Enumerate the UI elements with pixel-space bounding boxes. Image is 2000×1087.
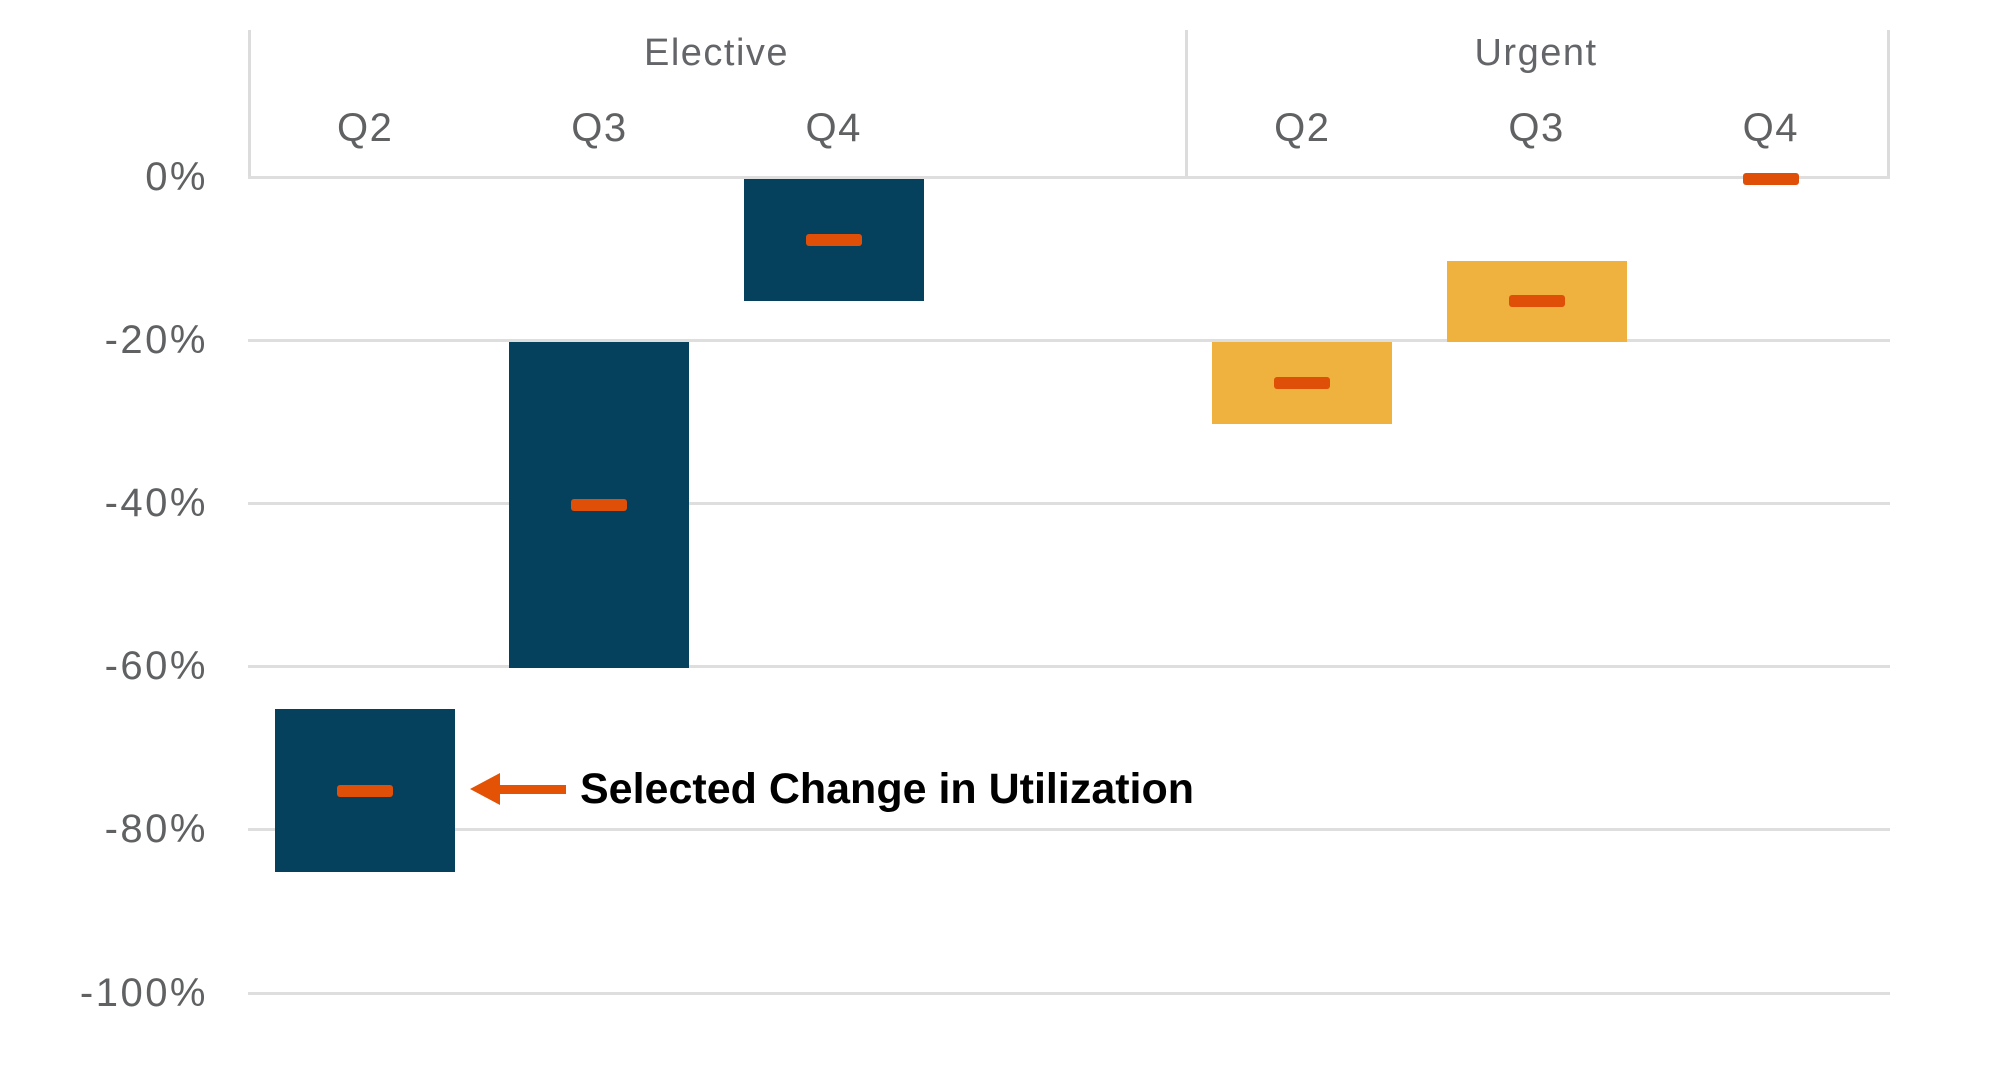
annotation-text: Selected Change in Utilization [580,764,1195,813]
annotation-callout: Selected Change in Utilization [470,757,1194,821]
header-group-divider [1185,30,1188,177]
y-tick-label: -80% [104,807,208,852]
quarter-label-urgent-q3: Q3 [1508,106,1565,150]
y-tick-label: -40% [104,481,208,526]
arrow-left-icon [470,773,500,805]
gridline--40% [248,502,1890,506]
group-label-urgent: Urgent [1474,32,1598,74]
y-tick-label: -60% [104,644,208,689]
y-tick-label: -100% [79,970,208,1015]
group-label-elective: Elective [643,32,790,74]
header-right-border [1887,30,1890,177]
y-tick-label: -20% [104,318,208,363]
gridline--80% [248,828,1890,832]
y-tick-label: 0% [145,155,208,199]
elective-q4-selected-marker [805,234,862,247]
elective-q3-selected-marker [571,499,628,512]
urgent-q3-selected-marker [1508,295,1565,308]
gridline--20% [248,339,1890,343]
quarter-label-elective-q2: Q2 [336,106,394,150]
quarter-label-elective-q3: Q3 [571,106,628,150]
header-left-border [248,30,251,177]
quarter-label-elective-q4: Q4 [805,106,862,150]
quarter-label-urgent-q4: Q4 [1742,106,1800,150]
gridline--60% [248,665,1890,669]
gridline--100% [248,991,1890,995]
urgent-q4-selected-marker [1742,173,1799,185]
urgent-q2-selected-marker [1274,376,1331,389]
arrow-shaft [500,784,566,794]
gridline-0% [248,176,1890,179]
elective-q2-selected-marker [337,784,394,797]
quarter-label-urgent-q2: Q2 [1274,106,1331,150]
